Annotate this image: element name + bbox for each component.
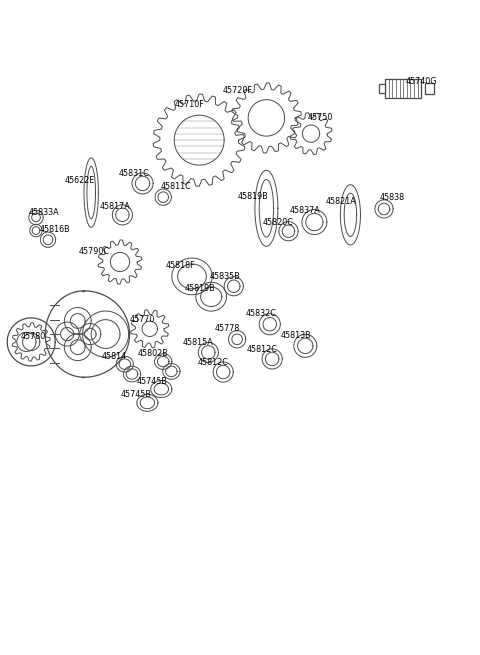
Text: 45813B: 45813B <box>280 331 311 340</box>
Text: 45720F: 45720F <box>223 86 252 95</box>
FancyBboxPatch shape <box>379 84 385 93</box>
Text: 45819B: 45819B <box>184 284 215 293</box>
Text: 45832C: 45832C <box>246 309 276 318</box>
Text: 45818F: 45818F <box>165 261 195 271</box>
Text: 45820C: 45820C <box>263 218 294 227</box>
Text: 45802B: 45802B <box>137 349 168 358</box>
Text: 45838: 45838 <box>379 193 404 202</box>
Text: 45812C: 45812C <box>247 345 277 354</box>
FancyBboxPatch shape <box>425 83 434 94</box>
Text: 45790C: 45790C <box>79 247 110 256</box>
Text: 45816B: 45816B <box>40 225 71 234</box>
FancyBboxPatch shape <box>385 79 421 98</box>
Text: 45833A: 45833A <box>29 208 60 217</box>
Text: 45819B: 45819B <box>238 192 268 201</box>
Text: 45778: 45778 <box>215 324 240 333</box>
Text: 45817A: 45817A <box>100 202 131 211</box>
Text: 45837A: 45837A <box>289 206 320 215</box>
Text: 45780: 45780 <box>21 331 46 341</box>
Text: 45770: 45770 <box>130 315 155 324</box>
Text: 45812C: 45812C <box>198 358 228 367</box>
Text: 45815A: 45815A <box>183 338 214 347</box>
Text: 45831C: 45831C <box>119 169 150 178</box>
Text: 45821A: 45821A <box>325 196 356 206</box>
Text: 45835B: 45835B <box>209 272 240 281</box>
Text: 45745B: 45745B <box>121 390 152 400</box>
Text: 45814: 45814 <box>102 352 127 362</box>
Text: 45811C: 45811C <box>161 182 192 191</box>
Text: 45750: 45750 <box>307 113 333 122</box>
Text: 45745B: 45745B <box>136 377 167 386</box>
Text: 45710F: 45710F <box>175 100 204 109</box>
Text: 45740G: 45740G <box>406 77 437 86</box>
Text: 45622E: 45622E <box>65 176 96 185</box>
